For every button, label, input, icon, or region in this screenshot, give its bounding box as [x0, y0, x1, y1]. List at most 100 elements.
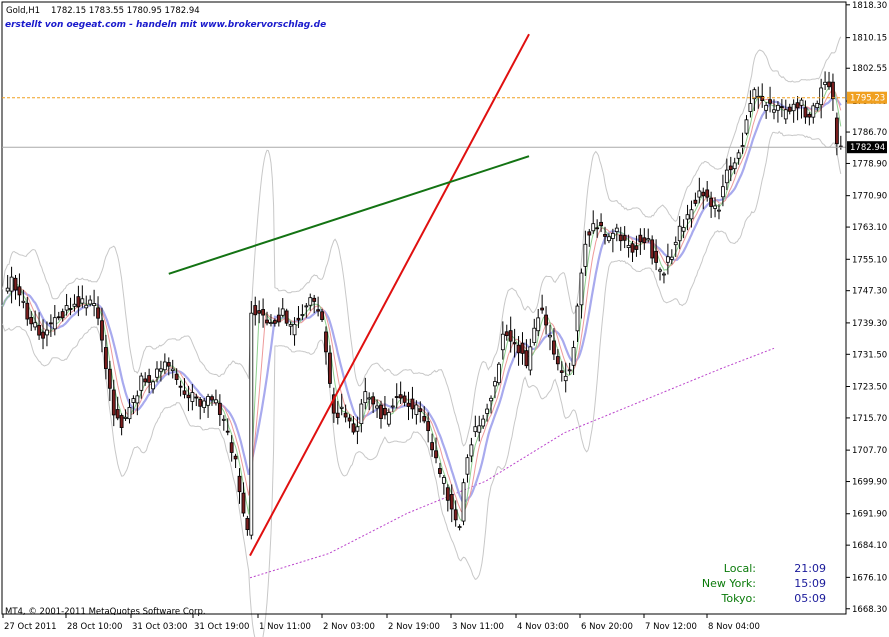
candle [500, 321, 505, 360]
candle-body [603, 234, 607, 237]
y-tick-label: 1699.90 [852, 478, 887, 488]
candle [351, 416, 356, 435]
candle-body [383, 407, 387, 416]
clock-label-local: Local: [724, 562, 756, 575]
candle [155, 361, 159, 383]
candle-body [386, 412, 391, 425]
candle [438, 462, 442, 478]
candle [194, 393, 199, 407]
candle [33, 310, 38, 331]
candle [111, 379, 116, 427]
candle [493, 376, 497, 399]
candle-body [190, 392, 195, 402]
candle-body [524, 350, 529, 367]
candle-body [296, 317, 301, 321]
candle [182, 378, 187, 399]
x-tick-label: 4 Nov 03:00 [517, 622, 569, 632]
candle [544, 306, 548, 335]
candle-body [135, 395, 140, 404]
candle [599, 213, 603, 233]
candle-body [288, 324, 293, 327]
candle [383, 396, 387, 420]
candle-body [599, 221, 603, 226]
candle [626, 234, 631, 258]
candle-body [123, 416, 128, 419]
candle-body [52, 317, 57, 330]
candle-body [390, 405, 395, 408]
candle-body [29, 317, 34, 325]
candle [363, 377, 368, 410]
candle-body [618, 234, 623, 242]
current-price-badge-text: 1782.94 [850, 143, 885, 153]
candle-body [748, 103, 753, 112]
x-tick-label: 28 Oct 10:00 [67, 622, 122, 632]
candle [398, 381, 403, 404]
ma-blue [1, 96, 842, 503]
candle-body [249, 312, 254, 536]
candle [29, 311, 34, 331]
candle-body [241, 492, 246, 514]
candle [135, 390, 140, 416]
x-tick-label: 7 Nov 12:00 [645, 622, 697, 632]
candle [430, 433, 434, 457]
candle [669, 249, 674, 265]
candle-body [544, 314, 548, 326]
candle [339, 393, 344, 416]
candle-body [791, 103, 796, 112]
candle-body [21, 300, 26, 303]
candle [760, 83, 765, 108]
current-price-badge-bg [847, 141, 887, 154]
candle [288, 321, 293, 336]
candle-body [233, 455, 238, 460]
candle-body [559, 370, 564, 373]
candle-body [831, 81, 835, 100]
candle-body [768, 99, 772, 104]
candle [603, 226, 607, 245]
candle [367, 392, 372, 411]
candle-body [701, 191, 706, 197]
candle-body [779, 106, 784, 108]
candle-body [528, 346, 533, 371]
y-tick-label: 1676.10 [852, 573, 887, 583]
candle [5, 274, 10, 294]
candle [25, 297, 30, 326]
candle [328, 345, 332, 388]
y-tick-label: 1723.50 [852, 383, 887, 393]
candle [823, 71, 827, 90]
candle-body [237, 475, 242, 493]
candle-body [80, 298, 85, 304]
candle-body [834, 117, 839, 145]
candle [807, 112, 812, 126]
candle [571, 340, 576, 375]
candle-body [324, 331, 328, 353]
candle [296, 305, 301, 329]
candle [131, 395, 136, 415]
candle-body [127, 407, 132, 420]
level-badge-text: 1795.23 [850, 94, 885, 104]
trendlines [2, 33, 846, 557]
y-tick-label: 1763.10 [852, 223, 887, 233]
candle-body [111, 389, 116, 416]
candle-body [304, 305, 309, 308]
candle [768, 86, 772, 113]
y-tick-label: 1739.30 [852, 319, 887, 329]
candle-body [665, 256, 670, 263]
candle [783, 99, 788, 124]
candle-body [717, 209, 721, 212]
y-tick-label: 1810.15 [852, 34, 887, 44]
candle-body [783, 109, 788, 120]
candle [221, 415, 226, 431]
candle [473, 415, 478, 438]
candle-body [115, 409, 120, 419]
candle-body [5, 287, 10, 292]
candle-body [225, 430, 230, 433]
candle [693, 192, 698, 207]
copyright: MT4, © 2001-2011 MetaQuotes Software Cor… [5, 607, 206, 617]
candle [190, 384, 195, 411]
candle [198, 396, 203, 420]
candle [536, 308, 541, 337]
candle [257, 300, 262, 324]
candle [414, 400, 419, 425]
candle-body [434, 450, 438, 459]
